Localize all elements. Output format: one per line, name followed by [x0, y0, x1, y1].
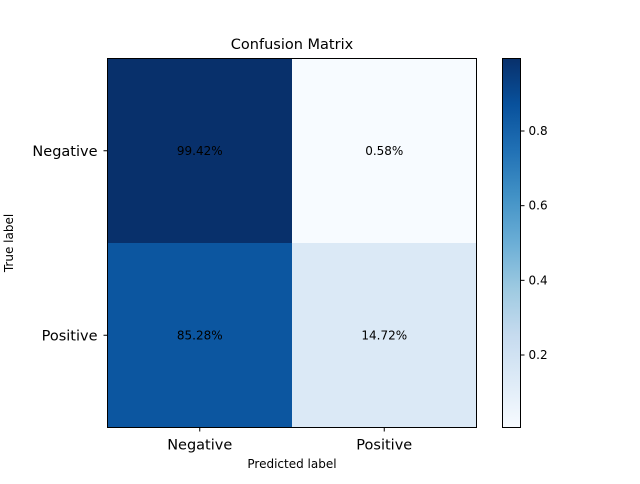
colorbar-tick-label-1: 0.4 — [529, 273, 548, 287]
x-tick-label-0: Negative — [167, 438, 232, 454]
cell-label-r0-c0: 99.42% — [177, 144, 223, 158]
colorbar-tick-label-3: 0.8 — [529, 124, 548, 138]
heatmap-cell-r0-c1 — [292, 58, 477, 243]
x-axis-label: Predicted label — [247, 457, 336, 471]
y-axis-label: True label — [2, 214, 16, 273]
colorbar-ticks: 0.2 0.4 0.6 0.8 — [520, 124, 548, 362]
y-tick-label-1: Positive — [42, 328, 98, 344]
colorbar-gradient — [502, 58, 521, 428]
cell-label-r1-c0: 85.28% — [177, 328, 223, 342]
colorbar: 0.2 0.4 0.6 0.8 — [502, 58, 548, 428]
colorbar-tick-label-0: 0.2 — [529, 348, 548, 362]
colorbar-tick-label-2: 0.6 — [529, 199, 548, 213]
plot-frame — [107, 58, 477, 428]
cell-label-r0-c1: 0.58% — [365, 144, 403, 158]
heatmap-cell-r1-c1 — [292, 243, 477, 428]
heatmap-cell-r1-c0 — [107, 243, 292, 428]
heatmap-cell-labels: 99.42% 0.58% 85.28% 14.72% — [177, 144, 407, 343]
x-tick-label-1: Positive — [356, 438, 412, 454]
y-axis: Negative Positive — [32, 144, 108, 344]
heatmap-cell-r0-c0 — [107, 58, 292, 243]
x-axis: Negative Positive — [167, 427, 412, 454]
y-tick-label-0: Negative — [32, 144, 97, 160]
heatmap-cells — [107, 58, 477, 428]
chart-title: Confusion Matrix — [231, 37, 354, 53]
cell-label-r1-c1: 14.72% — [361, 328, 407, 342]
